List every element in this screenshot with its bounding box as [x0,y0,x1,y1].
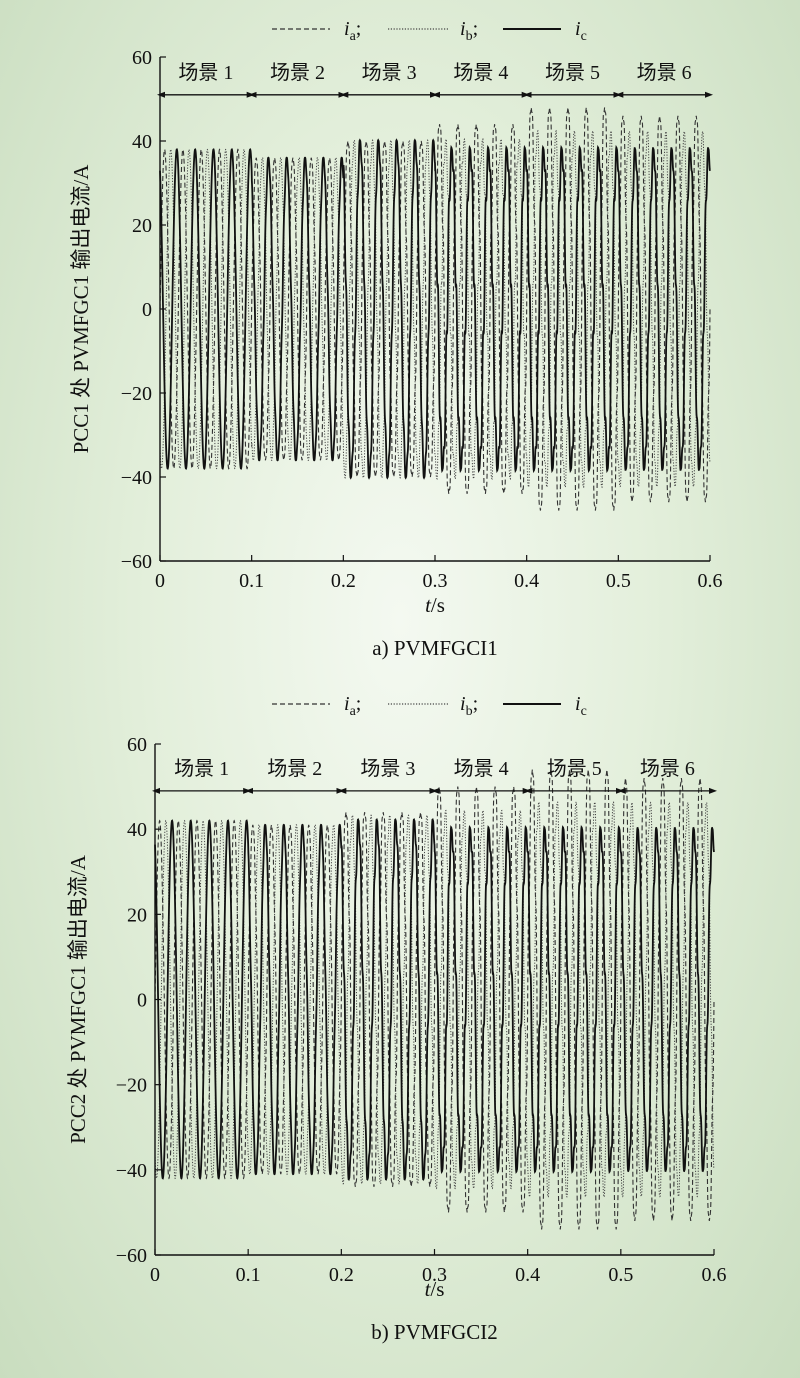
x-tick-label: 0.5 [606,570,631,592]
y-tick-label: 20 [132,215,152,237]
chart-panel-2: 0 0.1 0.2 0.3 0.4 0.5 0.6 60 40 20 0 −20 −40 −60 场景 1 场… [66,693,727,1344]
y-tick-label: 60 [127,734,147,756]
legend-label-b: ib; [460,693,478,719]
series-ic-line [159,138,711,480]
series-ib-line [159,129,711,489]
y-tick-label: −60 [116,1245,147,1267]
x-tick-label: 0.5 [608,1264,633,1286]
x-tick-label: 0.3 [422,1264,447,1286]
scenario-label: 场景 4 [453,61,508,84]
chart-caption: a) PVMFGCI1 [372,636,497,660]
legend-label-a: ia; [344,693,361,719]
legend-label-b: ib; [460,18,478,44]
legend-label-a: ia; [344,18,361,44]
y-tick-label: −40 [121,467,152,489]
scenario-label: 场景 2 [270,61,325,84]
scenario-label: 场景 3 [362,61,417,84]
y-tick-label: −60 [121,551,152,573]
series-ic-line [154,818,715,1181]
x-tick-label: 0.2 [329,1264,354,1286]
x-tick-label: 0.1 [236,1264,261,1286]
series-ib-line [154,801,715,1198]
chart-caption: b) PVMFGCI2 [371,1320,498,1344]
scenario-label: 场景 6 [637,61,692,84]
legend-label-c: ic [575,693,587,719]
y-tick-label: 60 [132,47,152,69]
x-tick-label: 0.3 [423,570,448,592]
chart-panel-1: 0 0.1 0.2 0.3 0.4 0.5 0.6 60 40 20 0 −20 −40 −60 场景 1 场… [69,18,723,660]
y-tick-label: −20 [116,1075,147,1097]
x-axis-label: t/s [425,1277,445,1301]
x-tick-label: 0.1 [239,570,264,592]
scenario-label: 场景 1 [178,61,233,84]
y-tick-label: 0 [142,299,152,321]
x-tick-label: 0.6 [702,1264,727,1286]
scenario-label: 场景 4 [454,757,509,780]
legend: ia; ib; ic [272,18,587,44]
y-tick-label: 0 [137,990,147,1012]
series-ia-line [154,769,715,1230]
y-tick-label: 20 [127,904,147,926]
scenario-label: 场景 1 [174,757,229,780]
x-tick-label: 0.2 [331,570,356,592]
scenario-label: 场景 3 [360,757,415,780]
y-axis-label: PCC1 处 PVMFGC1 输出电流/A [69,164,93,454]
x-tick-label: 0.4 [515,1264,540,1286]
y-axis-label: PCC2 处 PVMFGC1 输出电流/A [66,854,90,1144]
scenario-label: 场景 6 [640,757,695,780]
x-tick-label: 0.4 [514,570,539,592]
y-tick-label: −20 [121,383,152,405]
y-tick-label: 40 [132,131,152,153]
x-tick-label: 0 [150,1264,160,1286]
y-tick-label: −40 [116,1160,147,1182]
series-ia-line [159,107,711,511]
x-tick-label: 0.6 [698,570,723,592]
scenario-label: 场景 5 [545,61,600,84]
x-axis-label: t/s [425,593,445,617]
x-tick-label: 0 [155,570,165,592]
y-tick-label: 40 [127,819,147,841]
scenario-label: 场景 5 [547,757,602,780]
legend: ia; ib; ic [272,693,587,719]
legend-label-c: ic [575,18,587,44]
scenario-label: 场景 2 [267,757,322,780]
